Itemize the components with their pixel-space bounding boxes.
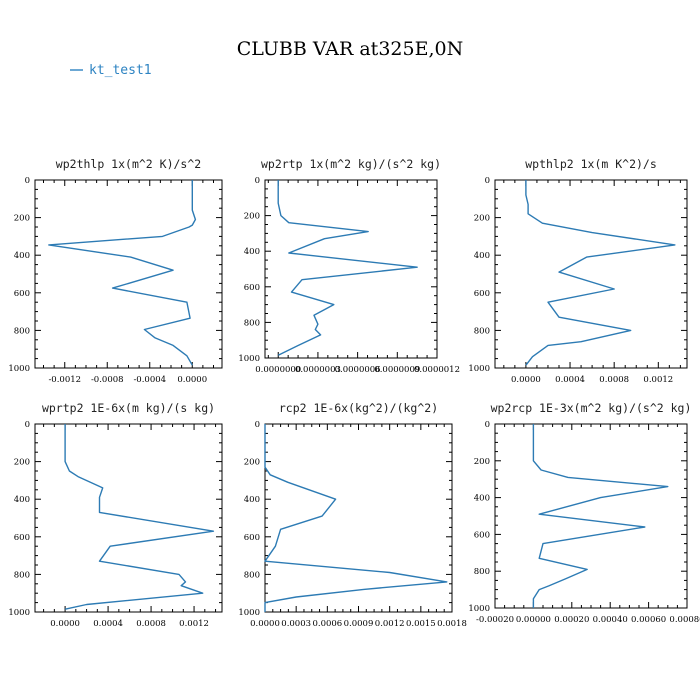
x-tick-label: 0.00000 xyxy=(516,615,551,625)
x-tick-label: 0.0000 xyxy=(250,619,280,629)
panel-title: wp2thlp 1x(m^2 K)/s^2 xyxy=(56,157,201,171)
panel-4: wprtp2 1E-6x(m kg)/(s kg) 0 200 400 600 800 10… xyxy=(8,401,223,629)
y-tick-label: 600 xyxy=(474,289,490,299)
y-tick-label: 400 xyxy=(14,251,30,261)
x-tick-label: 0.0000000 xyxy=(255,365,301,375)
y-tick-label: 0 xyxy=(485,420,490,430)
panel-5: rcp2 1E-6x(kg^2)/(kg^2) 0 200 400 600 800 1000… xyxy=(238,401,467,629)
x-tick-label: 0.0000003 xyxy=(295,365,341,375)
x-tick-label: 0.0018 xyxy=(437,619,467,629)
y-tick-label: 0 xyxy=(25,420,30,430)
panels: wp2thlp 1x(m^2 K)/s^202004006008001000-0… xyxy=(8,157,700,629)
y-tick-label: 800 xyxy=(474,326,490,336)
x-tick-label: 0.0003 xyxy=(281,619,311,629)
x-tick-label: -0.00020 xyxy=(476,615,514,625)
x-tick-label: 0.0004 xyxy=(93,619,123,629)
y-tick-label: 200 xyxy=(244,212,260,222)
panel-title: wpthlp2 1x(m K^2)/s xyxy=(525,157,657,171)
y-tick-label: 0 xyxy=(255,176,260,186)
figure-title: CLUBB VAR at325E,0N xyxy=(237,38,463,60)
plot-frame xyxy=(34,423,223,613)
panel-3: wpthlp2 1x(m K^2)/s 0 200 400 600 800 1000 0.00… xyxy=(468,157,688,385)
series-line xyxy=(532,424,669,608)
panel-title: wprtp2 1E-6x(m kg)/(s kg) xyxy=(42,401,215,415)
x-tick-label: 0.0012 xyxy=(179,619,209,629)
y-tick-label: 600 xyxy=(244,533,260,543)
y-tick-label: 400 xyxy=(244,247,260,257)
y-tick-label: 800 xyxy=(14,570,30,580)
y-tick-label: 200 xyxy=(14,214,30,224)
plot-frame xyxy=(264,179,438,359)
x-tick-label: 0.0000 xyxy=(511,375,541,385)
legend-label: kt_test1 xyxy=(89,63,152,78)
x-tick-label: -0.0012 xyxy=(48,375,81,385)
y-tick-label: 400 xyxy=(474,494,490,504)
y-tick-label: 400 xyxy=(14,495,30,505)
x-tick-label: -0.0004 xyxy=(133,375,166,385)
x-tick-label: 0.0009 xyxy=(344,619,374,629)
x-tick-label: 0.0000006 xyxy=(335,365,381,375)
y-tick-label: 1000 xyxy=(8,608,30,618)
x-tick-label: 0.0000 xyxy=(50,619,80,629)
plot-frame xyxy=(494,423,688,609)
series-line xyxy=(64,424,215,610)
y-tick-label: 600 xyxy=(14,289,30,299)
panel-title: rcp2 1E-6x(kg^2)/(kg^2) xyxy=(279,401,438,415)
x-tick-label: 0.0006 xyxy=(312,619,342,629)
panel-1: wp2thlp 1x(m^2 K)/s^2 0 200 400 600 800 1000 -0… xyxy=(8,157,223,385)
y-tick-label: 400 xyxy=(474,251,490,261)
y-tick-label: 800 xyxy=(244,570,260,580)
y-tick-label: 1000 xyxy=(238,608,260,618)
y-tick-label: 400 xyxy=(244,495,260,505)
x-tick-label: -0.0008 xyxy=(91,375,124,385)
y-tick-label: 800 xyxy=(14,326,30,336)
y-tick-label: 200 xyxy=(14,458,30,468)
series-line xyxy=(525,180,676,366)
y-tick-label: 600 xyxy=(474,530,490,540)
y-tick-label: 0 xyxy=(25,176,30,186)
y-tick-label: 1000 xyxy=(468,604,490,614)
y-tick-label: 800 xyxy=(474,567,490,577)
x-tick-label: 0.0008 xyxy=(599,375,629,385)
x-tick-label: 0.0012 xyxy=(375,619,405,629)
y-tick-label: 200 xyxy=(474,214,490,224)
panel-6: wp2rcp 1E-3x(m^2 kg)/(s^2 kg)0 200 400 600 8… xyxy=(468,401,700,625)
y-tick-label: 600 xyxy=(14,533,30,543)
y-tick-label: 1000 xyxy=(238,354,260,364)
y-tick-label: 0 xyxy=(255,420,260,430)
y-tick-label: 1000 xyxy=(8,364,30,374)
x-tick-label: 0.0000009 xyxy=(374,365,420,375)
y-tick-label: 800 xyxy=(244,318,260,328)
legend: kt_test1 xyxy=(70,63,152,78)
x-tick-label: 0.0000 xyxy=(177,375,207,385)
panel-2: wp2rtp 1x(m^2 kg)/(s^2 kg)0 200 400 600 800 1… xyxy=(238,157,460,375)
y-tick-label: 1000 xyxy=(468,364,490,374)
y-tick-label: 200 xyxy=(244,458,260,468)
x-tick-label: 0.0000012 xyxy=(414,365,460,375)
panel-title: wp2rcp 1E-3x(m^2 kg)/(s^2 kg) xyxy=(491,401,692,415)
x-tick-label: 0.00060 xyxy=(631,615,666,625)
y-tick-label: 0 xyxy=(485,176,490,186)
panel-title: wp2rtp 1x(m^2 kg)/(s^2 kg) xyxy=(261,157,441,171)
series-line xyxy=(277,180,418,356)
plot-frame xyxy=(34,179,223,369)
y-tick-label: 600 xyxy=(244,283,260,293)
x-tick-label: 0.0008 xyxy=(136,619,166,629)
x-tick-label: 0.00020 xyxy=(554,615,589,625)
series-line xyxy=(48,180,197,366)
y-tick-label: 200 xyxy=(474,457,490,467)
x-tick-label: 0.0015 xyxy=(406,619,436,629)
x-tick-label: 0.0004 xyxy=(555,375,585,385)
x-tick-label: 0.00040 xyxy=(593,615,628,625)
series-line xyxy=(264,424,448,612)
x-tick-label: 0.0012 xyxy=(643,375,673,385)
